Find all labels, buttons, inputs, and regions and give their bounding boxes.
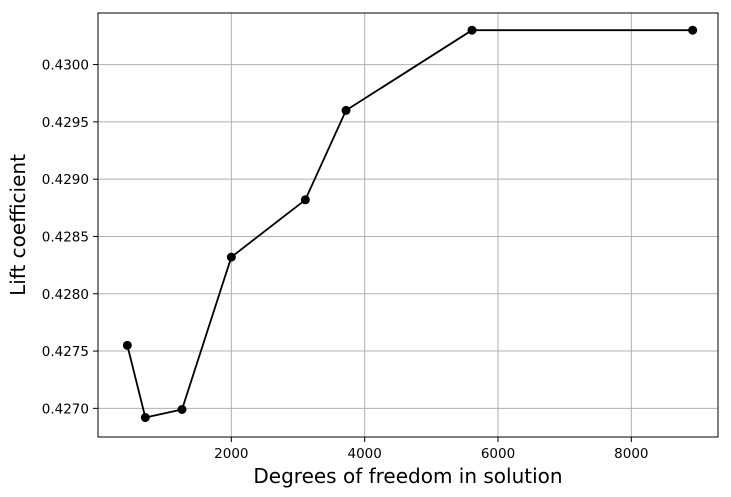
data-point [140, 413, 150, 423]
y-tick-label: 0.4295 [42, 115, 89, 131]
data-point [341, 105, 351, 115]
x-tick-label: 2000 [214, 446, 248, 462]
y-tick-label: 0.4275 [42, 344, 89, 360]
y-tick-label: 0.4285 [42, 229, 89, 245]
labels-layer: Degrees of freedom in solution Lift coef… [6, 154, 563, 488]
data-point [122, 340, 132, 350]
data-point [467, 25, 477, 35]
data-point [300, 195, 310, 205]
y-axis-label: Lift coefficient [6, 154, 30, 296]
data-point [226, 252, 236, 262]
grid [98, 13, 718, 437]
series-layer [122, 25, 698, 423]
y-tick-label: 0.4270 [42, 401, 89, 417]
data-point [688, 25, 698, 35]
y-tick-label: 0.4300 [42, 58, 89, 74]
series-line [126, 29, 693, 419]
x-axis-label: Degrees of freedom in solution [253, 464, 562, 488]
x-tick-label: 6000 [481, 446, 515, 462]
x-tick-label: 4000 [347, 446, 381, 462]
plot-frame [97, 12, 719, 438]
x-tick-label: 8000 [614, 446, 648, 462]
y-tick-label: 0.4290 [42, 172, 89, 188]
data-point [177, 404, 187, 414]
y-tick-label: 0.4280 [42, 287, 89, 303]
axes: 2000 4000 6000 8000 0.4270 0.4275 0.4280 0.4285… [42, 12, 719, 462]
